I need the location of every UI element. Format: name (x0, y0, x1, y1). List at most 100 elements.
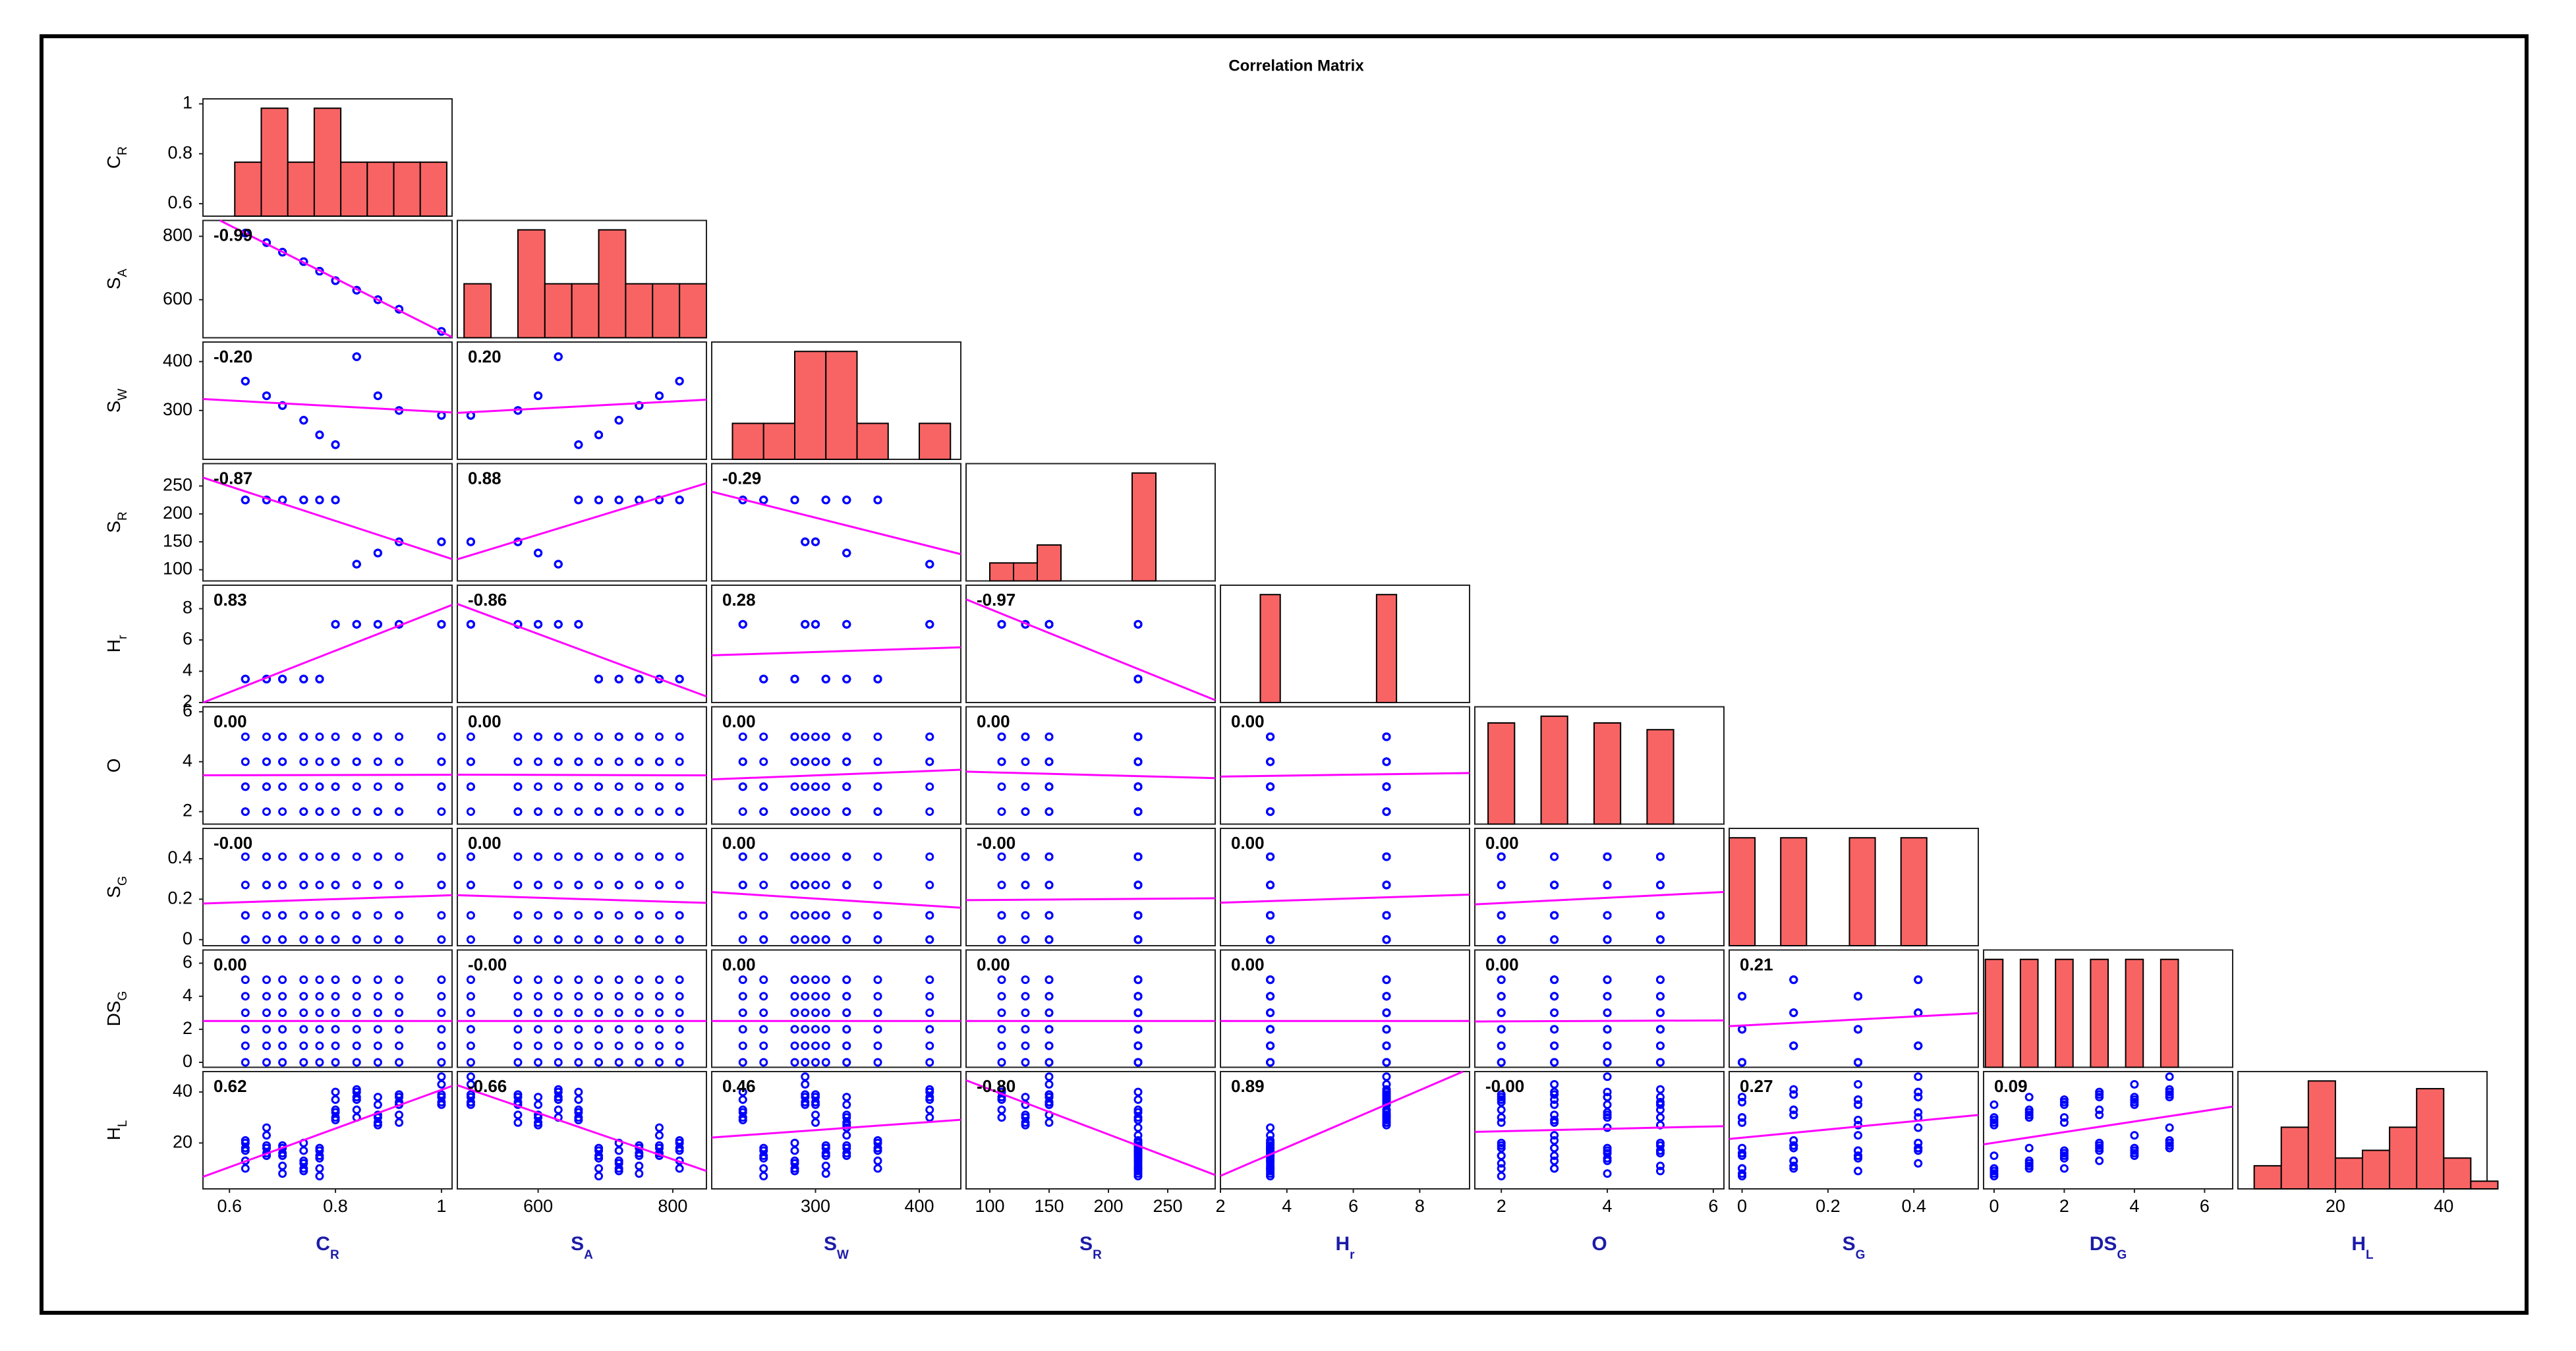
panel-frame (965, 1071, 1216, 1190)
scatter-point (842, 619, 851, 629)
scatter-point (801, 1008, 810, 1018)
scatter-point (315, 935, 324, 944)
scatter-point (801, 619, 810, 629)
scatter-point (299, 496, 308, 505)
x-tick-label: 250 (1153, 1196, 1182, 1216)
scatter-point (373, 732, 382, 741)
scatter-point (1497, 911, 1506, 920)
scatter-point (738, 1008, 747, 1018)
scatter-point (811, 911, 820, 920)
scatter-point (554, 1041, 563, 1050)
scatter-point (1045, 807, 1054, 817)
scatter-point (262, 935, 272, 944)
scatter-point (1266, 1058, 1275, 1067)
scatter-point (466, 1090, 475, 1099)
x-tick-label: 20 (2326, 1196, 2345, 1216)
scatter-point (1655, 1025, 1665, 1034)
x-tick-label: 800 (658, 1196, 687, 1216)
scatter-point (1382, 807, 1391, 817)
scatter-point (1550, 1151, 1559, 1161)
scatter-point (1738, 1118, 1747, 1127)
scatter-point (997, 1085, 1006, 1094)
scatter-point (278, 401, 287, 410)
scatter-point (675, 1041, 684, 1050)
row-label-sub: W (116, 389, 130, 401)
scatter-point (614, 852, 623, 861)
column-label-sub: G (2117, 1248, 2127, 1262)
column-label-name: DS (2090, 1233, 2117, 1255)
scatter-point (1738, 1151, 1747, 1161)
scatter-point (925, 807, 934, 817)
scatter-point (554, 975, 563, 985)
x-tick-label: 2 (1497, 1196, 1506, 1216)
scatter-point (1854, 1116, 1863, 1125)
scatter-point (842, 782, 851, 791)
scatter-point (654, 1123, 664, 1132)
scatter-point (594, 1041, 604, 1050)
scatter-point (997, 757, 1006, 766)
scatter-point (574, 1058, 583, 1067)
scatter-point (1854, 992, 1863, 1001)
scatter-point (1738, 1164, 1747, 1173)
scatter-point (278, 782, 287, 791)
scatter-point (315, 975, 324, 985)
scatter-point (315, 911, 324, 920)
scatter-point (331, 1105, 340, 1114)
panel: 0.00 (711, 949, 961, 1068)
correlation-label: 0.62 (214, 1076, 247, 1096)
scatter-point (801, 880, 810, 890)
correlation-label: 0.83 (214, 590, 247, 610)
fit-line (1474, 1125, 1725, 1133)
scatter-point (513, 807, 523, 817)
scatter-point (738, 732, 747, 741)
scatter-point (1133, 852, 1143, 861)
scatter-point (1854, 1146, 1863, 1155)
scatter-point (1550, 852, 1559, 861)
scatter-point (437, 537, 446, 546)
scatter-point (1550, 1135, 1559, 1145)
scatter-point (594, 1151, 604, 1161)
scatter-point (513, 1025, 523, 1034)
scatter-point (821, 975, 830, 985)
panel-frame (202, 1071, 453, 1190)
scatter-point (1133, 1105, 1143, 1114)
scatter-point (1266, 807, 1275, 817)
scatter-point (1045, 935, 1054, 944)
scatter-point (1021, 911, 1030, 920)
scatter-point (821, 1149, 830, 1158)
scatter-point (759, 732, 768, 741)
row-label: HL (103, 1120, 130, 1141)
scatter-point (241, 732, 250, 741)
scatter-point (1738, 1113, 1747, 1122)
scatter-point (1266, 1172, 1275, 1181)
scatter-point (738, 992, 747, 1001)
scatter-point (241, 1041, 250, 1050)
scatter-point (1854, 1131, 1863, 1140)
scatter-point (1382, 1079, 1391, 1089)
scatter-point (801, 1025, 810, 1034)
scatter-point (315, 1151, 324, 1161)
scatter-point (594, 1172, 604, 1181)
scatter-point (534, 911, 543, 920)
scatter-point (1382, 1008, 1391, 1018)
panel: 0.00 (965, 706, 1216, 825)
scatter-point (654, 757, 664, 766)
scatter-point (635, 782, 644, 791)
scatter-point (2095, 1090, 2104, 1099)
scatter-point (534, 548, 543, 558)
scatter-point (790, 496, 799, 505)
scatter-point (873, 975, 882, 985)
scatter-point (574, 1008, 583, 1018)
scatter-point (534, 1100, 543, 1109)
scatter-point (1655, 1113, 1665, 1122)
scatter-point (395, 807, 404, 817)
scatter-point (241, 880, 250, 890)
scatter-point (654, 992, 664, 1001)
row-label-name: O (103, 759, 124, 773)
scatter-point (241, 1135, 250, 1145)
scatter-point (574, 1113, 583, 1122)
scatter-point (352, 1085, 361, 1094)
scatter-point (1045, 619, 1054, 629)
scatter-point (352, 732, 361, 741)
scatter-point (1603, 1008, 1612, 1018)
